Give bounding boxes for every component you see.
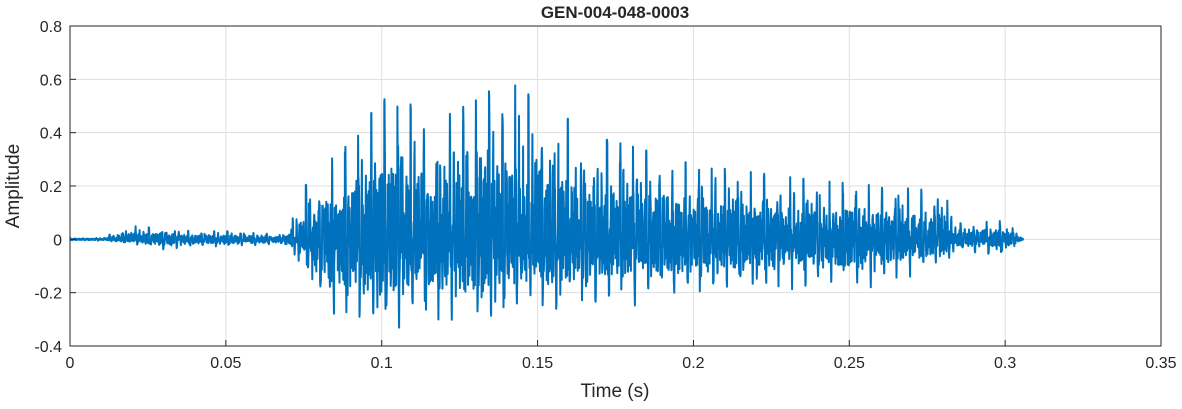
y-tick-label: 0 — [53, 232, 62, 249]
x-tick-label: 0 — [66, 355, 75, 372]
y-tick-label: 0.8 — [40, 19, 62, 36]
x-tick-label: 0.15 — [522, 355, 553, 372]
chart-title: GEN-004-048-0003 — [541, 3, 689, 22]
x-tick-label: 0.35 — [1145, 355, 1176, 372]
x-tick-label: 0.3 — [994, 355, 1016, 372]
y-tick-label: -0.4 — [34, 339, 62, 356]
y-axis-label: Amplitude — [3, 144, 24, 229]
y-tick-label: 0.6 — [40, 72, 62, 89]
y-tick-label: 0.2 — [40, 179, 62, 196]
series-line-amplitude — [69, 84, 1025, 329]
x-tick-label: 0.25 — [834, 355, 865, 372]
x-tick-label: 0.05 — [210, 355, 241, 372]
y-tick-label: 0.4 — [40, 126, 62, 143]
x-axis-label: Time (s) — [581, 381, 650, 402]
x-tick-label: 0.1 — [371, 355, 393, 372]
x-tick-label: 0.2 — [682, 355, 704, 372]
y-tick-label: -0.2 — [34, 286, 62, 303]
ticks: 0 0.05 0.1 0.15 0.2 0.25 0.3 0.35 -0.4 -0.2 0 0.2 0.… — [34, 19, 1176, 372]
grid — [69, 25, 1162, 347]
